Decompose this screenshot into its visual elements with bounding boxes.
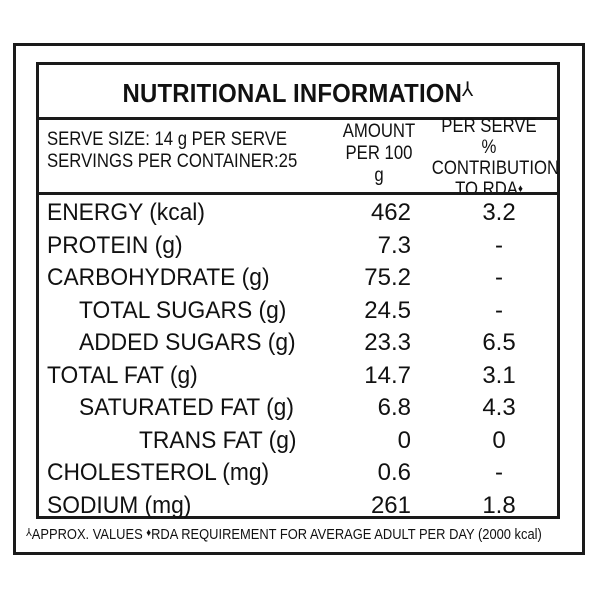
amount-per-100g: 6.8 (377, 394, 411, 421)
nutrient-name: SATURATED FAT (g) (79, 394, 294, 421)
amount-per-100g: 24.5 (364, 296, 411, 324)
rda-marker-icon: ♦ (146, 527, 152, 539)
rda-percent: - (495, 264, 503, 291)
label-outer-border (13, 43, 585, 555)
servings-text: SERVINGS PER CONTAINER:25 (47, 151, 298, 172)
rda-percent: 3.2 (482, 199, 516, 226)
amount-per-100g: 23.3 (364, 329, 411, 356)
title-text: NUTRITIONAL INFORMATION (122, 78, 463, 108)
approx-marker-icon: ⅄ (26, 527, 32, 539)
approx-marker-icon: ⅄ (462, 79, 474, 101)
rda-percent: 6.5 (482, 329, 516, 356)
table-row: ADDED SUGARS (g) 23.3 6.5 (39, 327, 557, 360)
rda-header-line1: PER SERVE % (441, 116, 537, 158)
title-divider (39, 117, 557, 120)
rda-marker-icon: ♦ (517, 183, 523, 195)
amount-per-100g: 261 (370, 491, 411, 519)
nutrient-name: TOTAL SUGARS (g) (79, 296, 287, 324)
nutrition-table: NUTRITIONAL INFORMATION⅄ SERVE SIZE: 14 … (36, 62, 560, 519)
nutrient-name: TOTAL FAT (g) (47, 361, 198, 389)
amount-per-100g: 7.3 (377, 231, 411, 259)
nutrient-name: CHOLESTEROL (mg) (47, 459, 270, 486)
nutrient-name: ENERGY (kcal) (47, 199, 205, 226)
table-row: PROTEIN (g) 7.3 - (39, 230, 557, 263)
footnote-approx: APPROX. VALUES (31, 526, 143, 543)
nutrient-name: SODIUM (mg) (47, 491, 192, 519)
amount-per-100g: 0 (397, 426, 411, 454)
amount-per-100g: 462 (370, 199, 411, 226)
nutrient-name: PROTEIN (g) (47, 231, 183, 259)
serve-size-text: SERVE SIZE: 14 g PER SERVE (47, 129, 288, 150)
table-row: TOTAL SUGARS (g) 24.5 - (39, 295, 557, 328)
amount-per-100g: 0.6 (377, 459, 411, 486)
nutrient-name: TRANS FAT (g) (139, 426, 297, 454)
amount-header-line2: PER 100 g (345, 143, 413, 186)
amount-header-line1: AMOUNT (342, 121, 416, 142)
rda-percent: 0 (492, 426, 506, 454)
rda-header: PER SERVE % CONTRIBUTION TO RDA♦ (431, 116, 560, 200)
rda-percent: 4.3 (482, 394, 516, 421)
rda-percent: 3.1 (482, 361, 516, 389)
amount-per-100g: 75.2 (364, 264, 411, 291)
table-row: SODIUM (mg) 261 1.8 (39, 490, 557, 523)
footnote-rda: RDA REQUIREMENT FOR AVERAGE ADULT PER DA… (151, 526, 542, 543)
table-row: SATURATED FAT (g) 6.8 4.3 (39, 392, 557, 425)
table-row: CARBOHYDRATE (g) 75.2 - (39, 262, 557, 295)
amount-header: AMOUNT PER 100 g (340, 121, 417, 187)
nutrient-name: CARBOHYDRATE (g) (47, 264, 270, 291)
rda-percent: - (495, 459, 503, 486)
rda-percent: - (495, 231, 503, 259)
table-row: CHOLESTEROL (mg) 0.6 - (39, 457, 557, 490)
table-row: TOTAL FAT (g) 14.7 3.1 (39, 360, 557, 393)
serve-size-header: SERVE SIZE: 14 g PER SERVE SERVINGS PER … (47, 129, 297, 173)
rda-percent: 1.8 (482, 491, 516, 519)
rda-header-line2: CONTRIBUTION (431, 158, 560, 179)
nutrient-name: ADDED SUGARS (g) (79, 329, 296, 356)
rda-percent: - (495, 296, 503, 324)
nutrient-rows: ENERGY (kcal) 462 3.2 PROTEIN (g) 7.3- CARBOH… (39, 197, 557, 522)
table-row: TRANS FAT (g) 0 0 (39, 425, 557, 458)
amount-per-100g: 14.7 (364, 361, 411, 389)
footnote: ⅄APPROX. VALUES ♦RDA REQUIREMENT FOR AVE… (26, 526, 542, 543)
table-row: ENERGY (kcal) 462 3.2 (39, 197, 557, 230)
header-divider (39, 192, 557, 195)
table-title: NUTRITIONAL INFORMATION⅄ (60, 77, 537, 109)
